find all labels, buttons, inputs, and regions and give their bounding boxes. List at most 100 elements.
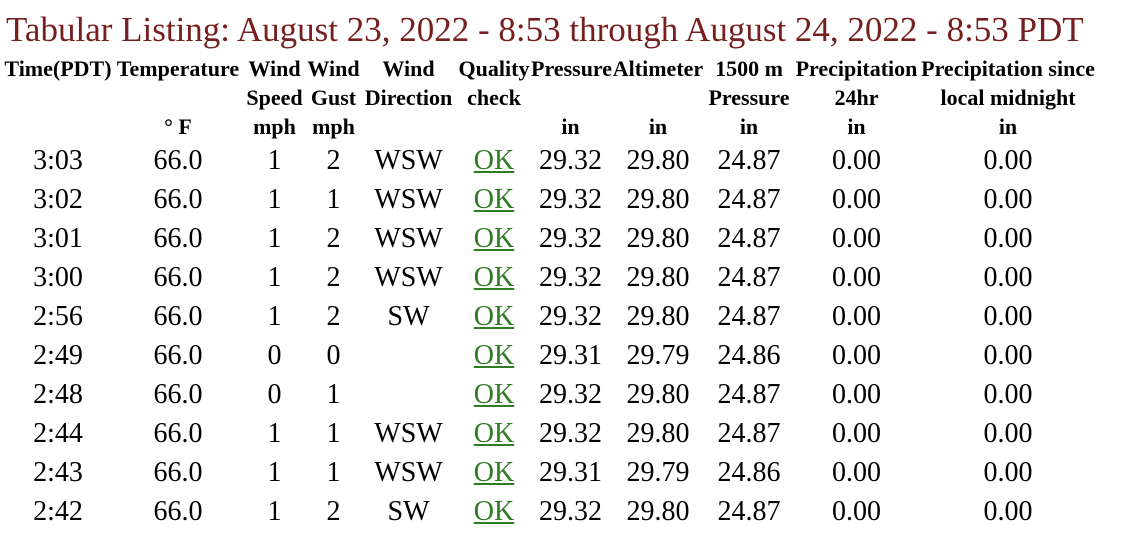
cell-temperature: 66.0 bbox=[153, 340, 203, 371]
cell-wind-gust: 2 bbox=[326, 223, 341, 254]
quality-check-link[interactable]: OK bbox=[473, 340, 515, 371]
cell-wind-gust: 2 bbox=[326, 301, 341, 332]
column-precipitation-since-midnight-line1: Precipitation since bbox=[921, 56, 1095, 81]
column-wind-speed-unit: mph bbox=[253, 114, 296, 139]
cell-pressure-1500m: 24.87 bbox=[717, 145, 781, 176]
column-wind-speed-line2: Speed bbox=[246, 85, 303, 110]
column-precipitation-since-midnight-unit: in bbox=[998, 114, 1018, 139]
column-header-wind-speed: Wind Speed mph bbox=[242, 54, 307, 141]
cell-time: 2:56 bbox=[33, 301, 83, 332]
quality-check-link[interactable]: OK bbox=[473, 379, 515, 410]
column-quality-check-line1: Quality bbox=[458, 56, 530, 81]
cell-wind-speed: 1 bbox=[267, 262, 282, 293]
column-header-temperature: Temperature ° F bbox=[114, 54, 242, 141]
quality-check-link[interactable]: OK bbox=[473, 223, 515, 254]
weather-observations-table: Time(PDT) Temperature ° F Wind Speed mph Wind G… bbox=[2, 54, 1095, 531]
cell-precipitation-since-midnight: 0.00 bbox=[983, 145, 1033, 176]
cell-wind-direction: SW bbox=[387, 496, 430, 527]
column-temperature-line2 bbox=[114, 83, 242, 112]
cell-time: 3:03 bbox=[33, 145, 83, 176]
cell-quality-check: OK bbox=[457, 492, 531, 531]
table-row: 3:01 66.0 1 2 WSW OK 29.32 29.80 24.87 0.00 0.00 bbox=[2, 219, 1095, 258]
cell-quality-check: OK bbox=[457, 375, 531, 414]
cell-temperature: 66.0 bbox=[153, 496, 203, 527]
quality-check-link[interactable]: OK bbox=[473, 184, 515, 215]
cell-precipitation-since-midnight: 0.00 bbox=[983, 223, 1033, 254]
cell-temperature: 66.0 bbox=[153, 457, 203, 488]
cell-precipitation-24hr: 0.00 bbox=[832, 496, 881, 527]
cell-wind-gust: 2 bbox=[326, 145, 341, 176]
cell-wind-direction bbox=[360, 336, 457, 375]
cell-pressure-1500m: 24.86 bbox=[717, 340, 781, 371]
cell-quality-check: OK bbox=[457, 180, 531, 219]
cell-temperature: 66.0 bbox=[153, 418, 203, 449]
cell-time: 3:02 bbox=[33, 184, 83, 215]
column-quality-check-line2: check bbox=[467, 85, 521, 110]
column-pressure-1500m-unit: in bbox=[739, 114, 759, 139]
column-pressure-line2 bbox=[531, 83, 610, 112]
page-title: Tabular Listing: August 23, 2022 - 8:53 … bbox=[6, 10, 1084, 49]
column-altimeter-line2 bbox=[610, 83, 706, 112]
column-pressure-1500m-line2: Pressure bbox=[708, 85, 790, 110]
quality-check-link[interactable]: OK bbox=[473, 145, 515, 176]
cell-precipitation-since-midnight: 0.00 bbox=[983, 496, 1033, 527]
column-time-line2 bbox=[2, 83, 114, 112]
cell-wind-gust: 1 bbox=[326, 418, 341, 449]
cell-wind-gust: 0 bbox=[326, 340, 341, 371]
cell-wind-speed: 1 bbox=[267, 223, 282, 254]
cell-altimeter: 29.80 bbox=[626, 418, 690, 449]
cell-temperature: 66.0 bbox=[153, 379, 203, 410]
cell-time: 2:44 bbox=[33, 418, 83, 449]
column-altimeter-unit: in bbox=[648, 114, 668, 139]
quality-check-link[interactable]: OK bbox=[473, 262, 515, 293]
cell-pressure-1500m: 24.87 bbox=[717, 262, 781, 293]
column-pressure-unit: in bbox=[561, 114, 580, 139]
cell-pressure: 29.32 bbox=[539, 496, 602, 527]
cell-wind-speed: 1 bbox=[267, 184, 282, 215]
column-header-precipitation-24hr: Precipitation 24hr in bbox=[792, 54, 921, 141]
cell-pressure-1500m: 24.87 bbox=[717, 496, 781, 527]
cell-altimeter: 29.80 bbox=[626, 379, 690, 410]
cell-altimeter: 29.80 bbox=[626, 301, 690, 332]
cell-wind-gust: 1 bbox=[326, 184, 341, 215]
cell-wind-speed: 0 bbox=[267, 340, 282, 371]
cell-pressure: 29.32 bbox=[539, 379, 602, 410]
cell-precipitation-since-midnight: 0.00 bbox=[983, 379, 1033, 410]
cell-temperature: 66.0 bbox=[153, 223, 203, 254]
cell-wind-direction: SW bbox=[387, 301, 430, 332]
cell-precipitation-since-midnight: 0.00 bbox=[983, 457, 1033, 488]
column-time-line1: Time(PDT) bbox=[4, 56, 112, 81]
column-time-unit bbox=[2, 112, 114, 141]
column-header-pressure-1500m: 1500 m Pressure in bbox=[706, 54, 792, 141]
cell-wind-speed: 1 bbox=[267, 418, 282, 449]
cell-wind-speed: 1 bbox=[267, 145, 282, 176]
cell-altimeter: 29.80 bbox=[626, 496, 690, 527]
cell-pressure: 29.31 bbox=[539, 340, 602, 371]
cell-precipitation-24hr: 0.00 bbox=[832, 340, 881, 371]
cell-pressure-1500m: 24.87 bbox=[717, 379, 781, 410]
cell-time: 2:43 bbox=[33, 457, 83, 488]
table-row: 2:42 66.0 1 2 SW OK 29.32 29.80 24.87 0.00 0.00 bbox=[2, 492, 1095, 531]
cell-temperature: 66.0 bbox=[153, 145, 203, 176]
cell-precipitation-since-midnight: 0.00 bbox=[983, 301, 1033, 332]
cell-altimeter: 29.80 bbox=[626, 223, 690, 254]
quality-check-link[interactable]: OK bbox=[473, 496, 515, 527]
quality-check-link[interactable]: OK bbox=[473, 301, 515, 332]
cell-wind-direction bbox=[360, 375, 457, 414]
column-altimeter-line1: Altimeter bbox=[612, 56, 704, 81]
cell-wind-direction: WSW bbox=[374, 418, 443, 449]
cell-wind-direction: WSW bbox=[374, 262, 443, 293]
quality-check-link[interactable]: OK bbox=[473, 418, 515, 449]
cell-quality-check: OK bbox=[457, 141, 531, 180]
cell-time: 3:01 bbox=[33, 223, 83, 254]
quality-check-link[interactable]: OK bbox=[473, 457, 515, 488]
cell-wind-gust: 2 bbox=[326, 496, 341, 527]
cell-time: 2:42 bbox=[33, 496, 83, 527]
table-row: 3:00 66.0 1 2 WSW OK 29.32 29.80 24.87 0.00 0.00 bbox=[2, 258, 1095, 297]
cell-pressure: 29.32 bbox=[539, 301, 602, 332]
cell-quality-check: OK bbox=[457, 336, 531, 375]
column-precipitation-24hr-line2: 24hr bbox=[834, 85, 879, 110]
cell-wind-gust: 2 bbox=[326, 262, 341, 293]
column-header-altimeter: Altimeter in bbox=[610, 54, 706, 141]
table-row: 2:48 66.0 0 1 OK 29.32 29.80 24.87 0.00 0.00 bbox=[2, 375, 1095, 414]
